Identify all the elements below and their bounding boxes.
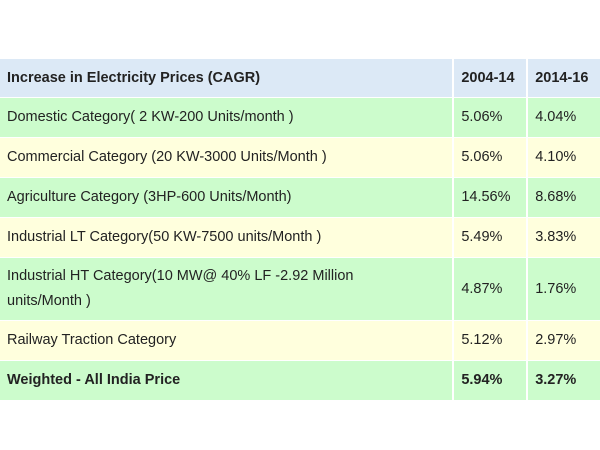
value-cell: 5.49% — [453, 217, 529, 258]
value-cell: 5.94% — [453, 360, 529, 401]
table-row: Industrial HT Category(10 MW@ 40% LF -2.… — [0, 257, 600, 321]
value-cell: 4.10% — [527, 137, 600, 178]
category-cell: Railway Traction Category — [0, 320, 455, 361]
category-cell: Weighted - All India Price — [0, 360, 455, 401]
category-cell: Agriculture Category (3HP-600 Units/Mont… — [0, 177, 455, 218]
category-cell: Domestic Category( 2 KW-200 Units/month … — [0, 97, 455, 138]
header-row: Increase in Electricity Prices (CAGR) 20… — [0, 59, 600, 98]
header-2014-16: 2014-16 — [527, 59, 600, 98]
header-2004-14: 2004-14 — [453, 59, 529, 98]
header-category: Increase in Electricity Prices (CAGR) — [0, 59, 455, 98]
value-cell: 14.56% — [453, 177, 529, 218]
category-cell: Industrial HT Category(10 MW@ 40% LF -2.… — [0, 257, 455, 321]
value-cell: 4.87% — [453, 257, 529, 321]
table-row: Industrial LT Category(50 KW-7500 units/… — [0, 217, 600, 258]
table-row: Domestic Category( 2 KW-200 Units/month … — [0, 97, 600, 138]
table-row: Commercial Category (20 KW-3000 Units/Mo… — [0, 137, 600, 178]
value-cell: 3.27% — [527, 360, 600, 401]
value-cell: 8.68% — [527, 177, 600, 218]
value-cell: 4.04% — [527, 97, 600, 138]
value-cell: 2.97% — [527, 320, 600, 361]
value-cell: 5.06% — [453, 137, 529, 178]
category-cell: Industrial LT Category(50 KW-7500 units/… — [0, 217, 455, 258]
table-row: Railway Traction Category 5.12% 2.97% — [0, 320, 600, 361]
table-row: Agriculture Category (3HP-600 Units/Mont… — [0, 177, 600, 218]
electricity-prices-table: Increase in Electricity Prices (CAGR) 20… — [0, 59, 600, 401]
category-cell: Commercial Category (20 KW-3000 Units/Mo… — [0, 137, 455, 178]
total-row: Weighted - All India Price 5.94% 3.27% — [0, 360, 600, 401]
value-cell: 5.06% — [453, 97, 529, 138]
value-cell: 5.12% — [453, 320, 529, 361]
value-cell: 3.83% — [527, 217, 600, 258]
value-cell: 1.76% — [527, 257, 600, 321]
